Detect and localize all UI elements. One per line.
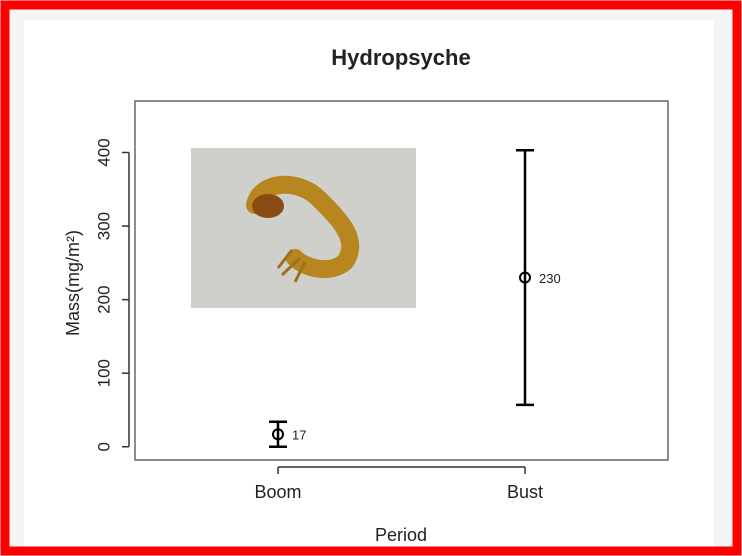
y-axis-label: Mass(mg/m²): [63, 230, 83, 336]
x-tick-label: Boom: [254, 482, 301, 502]
data-label: 17: [292, 428, 306, 443]
y-tick-label: 100: [94, 359, 113, 387]
insect-photo: [191, 148, 416, 308]
larva-head: [252, 194, 284, 218]
chart-title: Hydropsyche: [331, 45, 470, 70]
y-tick-label: 400: [94, 138, 113, 166]
chart: Hydropsyche Period Mass(mg/m²) 0 100 200 30…: [0, 0, 742, 556]
screenshot: Hydropsyche Period Mass(mg/m²) 0 100 200 30…: [0, 0, 742, 556]
photo-background: [191, 148, 416, 308]
y-tick-label: 0: [94, 442, 113, 451]
y-tick-label: 300: [94, 212, 113, 240]
y-tick-label: 200: [94, 285, 113, 313]
x-tick-label: Bust: [507, 482, 543, 502]
x-axis-label: Period: [375, 525, 427, 545]
data-label: 230: [539, 271, 561, 286]
